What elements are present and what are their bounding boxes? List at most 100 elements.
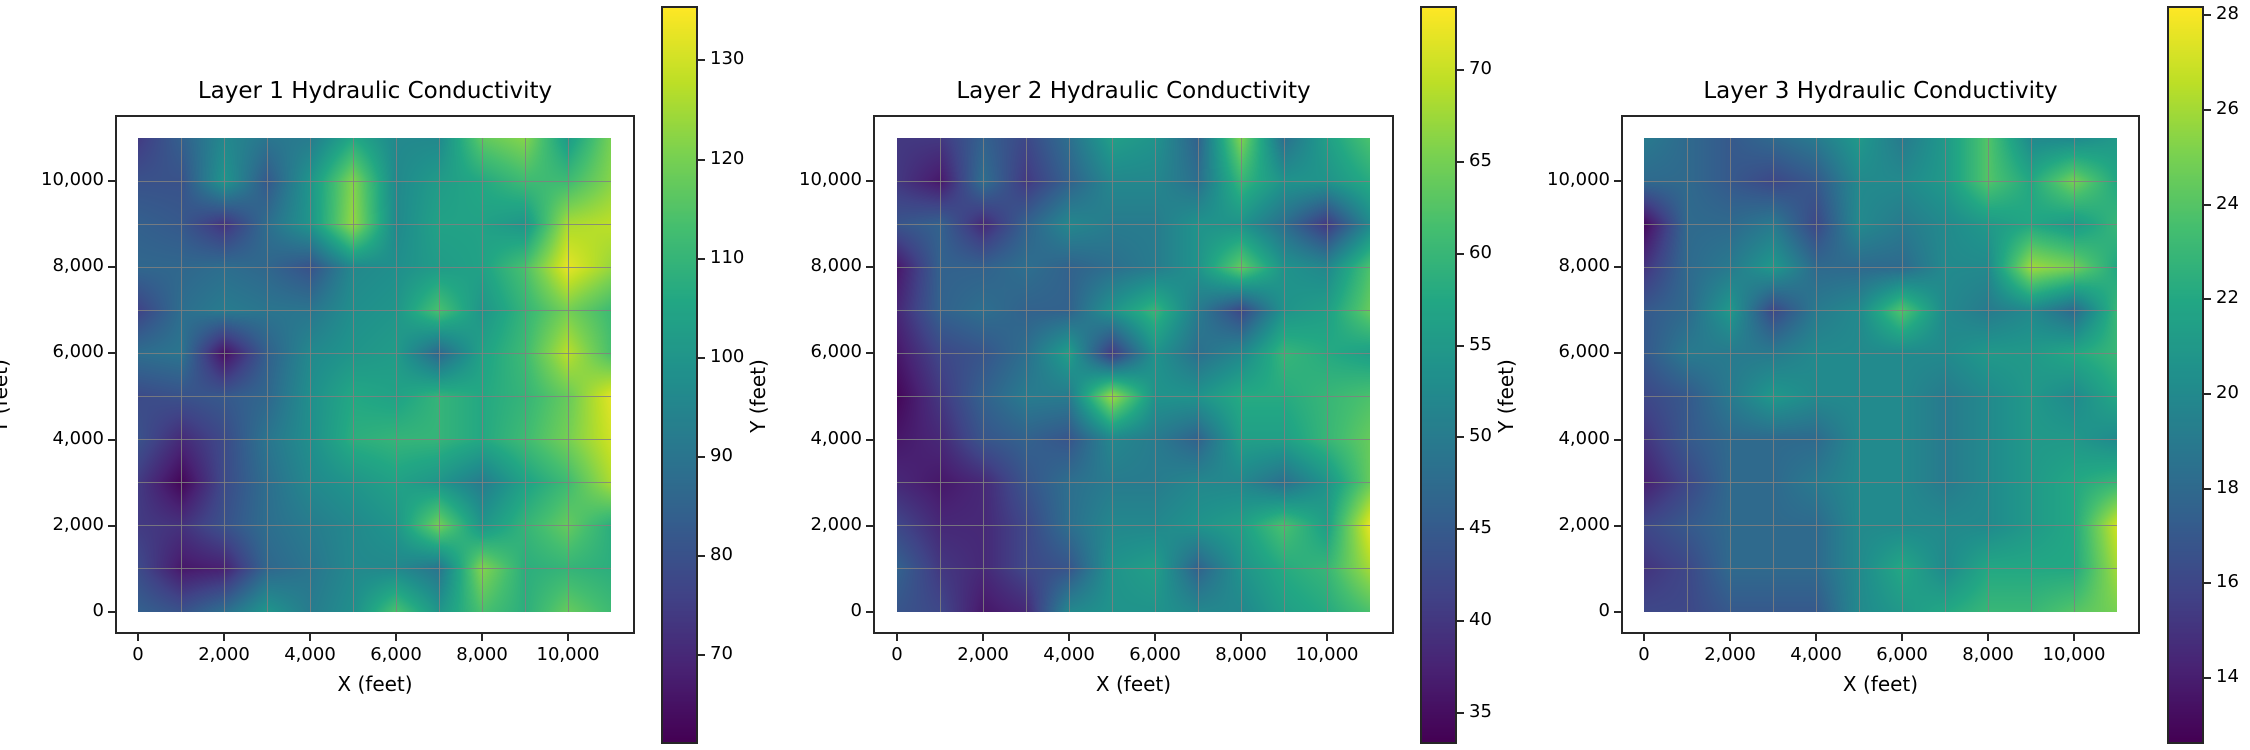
x-tick <box>982 634 984 641</box>
colorbar-tick <box>698 158 705 161</box>
gridline-horizontal <box>138 482 611 484</box>
gridline-horizontal <box>1644 223 2117 225</box>
gridline-vertical <box>1111 138 1113 612</box>
y-tick-label: 10,000 <box>41 169 104 191</box>
colorbar-gradient <box>2169 8 2202 742</box>
colorbar-tick <box>1457 528 1464 531</box>
colorbar-tick-label: 24 <box>2216 192 2239 214</box>
colorbar-tick-label: 110 <box>710 246 745 268</box>
chart-title: Layer 1 Hydraulic Conductivity <box>197 78 553 104</box>
x-tick-label: 8,000 <box>456 644 508 665</box>
gridline-vertical <box>567 138 569 612</box>
colorbar-tick-label: 70 <box>1469 58 1492 80</box>
gridline-horizontal <box>1644 266 2117 268</box>
gridline-horizontal <box>897 266 1370 268</box>
gridline-vertical <box>309 138 311 612</box>
y-tick-label: 2,000 <box>810 513 862 535</box>
y-tick <box>108 524 115 527</box>
colorbar-tick-label: 28 <box>2216 3 2239 25</box>
x-tick <box>896 634 898 641</box>
x-tick-label: 0 <box>1638 644 1650 665</box>
gridline-vertical <box>1068 138 1070 612</box>
chart-title: Layer 2 Hydraulic Conductivity <box>956 78 1311 104</box>
gridline-vertical <box>1197 138 1199 612</box>
x-tick-label: 8,000 <box>1962 644 2014 665</box>
gridline-horizontal <box>1644 439 2117 441</box>
x-tick <box>395 634 397 641</box>
colorbar-tick-label: 50 <box>1469 425 1492 447</box>
gridline-vertical <box>1154 138 1156 612</box>
gridline-horizontal <box>897 525 1370 527</box>
colorbar-tick-label: 100 <box>710 345 745 367</box>
x-tick <box>1815 634 1817 641</box>
x-tick <box>1643 634 1645 641</box>
y-tick <box>108 352 115 355</box>
y-tick <box>1614 266 1621 269</box>
colorbar-tick-label: 130 <box>710 48 745 70</box>
gridline-horizontal <box>138 568 611 570</box>
conductivity-heatmap <box>138 138 611 612</box>
x-tick-label: 2,000 <box>1704 644 1756 665</box>
colorbar-tick-label: 60 <box>1469 241 1492 263</box>
y-tick-label: 10,000 <box>1547 169 1610 191</box>
gridline-vertical <box>1815 138 1817 612</box>
colorbar-tick-label: 70 <box>710 642 733 664</box>
gridline-horizontal <box>138 525 611 527</box>
colorbar-tick-label: 20 <box>2216 381 2239 403</box>
x-tick-label: 6,000 <box>370 644 422 665</box>
colorbar-tick <box>698 257 705 260</box>
x-tick <box>481 634 483 641</box>
y-tick <box>108 611 115 613</box>
gridline-horizontal <box>1644 396 2117 398</box>
x-tick-label: 6,000 <box>1876 644 1928 665</box>
gridline-vertical <box>2030 138 2032 612</box>
colorbar-tick <box>2204 14 2211 17</box>
y-tick-label: 0 <box>850 600 862 621</box>
y-tick-label: 0 <box>92 600 104 621</box>
gridline-vertical <box>1944 138 1946 612</box>
y-tick-label: 0 <box>1598 600 1610 621</box>
conductivity-heatmap <box>897 138 1370 612</box>
chart-title: Layer 3 Hydraulic Conductivity <box>1703 78 2058 104</box>
colorbar-tick <box>2204 582 2211 585</box>
gridline-horizontal <box>897 309 1370 311</box>
y-tick <box>866 352 873 355</box>
gridline-vertical <box>352 138 354 612</box>
colorbar-tick <box>698 356 705 359</box>
colorbar-tick-label: 45 <box>1469 517 1492 539</box>
colorbar-tick-label: 65 <box>1469 150 1492 172</box>
y-tick <box>866 438 873 441</box>
y-tick <box>1614 524 1621 527</box>
x-tick <box>1901 634 1903 641</box>
colorbar <box>661 6 698 744</box>
gridline-horizontal <box>1644 525 2117 527</box>
x-tick <box>309 634 311 641</box>
x-axis-label: X (feet) <box>337 672 413 696</box>
gridline-horizontal <box>138 180 611 182</box>
colorbar-tick-label: 40 <box>1469 609 1492 630</box>
gridline-vertical <box>1901 138 1903 612</box>
gridline-horizontal <box>138 223 611 225</box>
gridline-horizontal <box>897 223 1370 225</box>
gridline-vertical <box>1858 138 1860 612</box>
x-tick <box>567 634 569 641</box>
gridline-vertical <box>1025 138 1027 612</box>
gridline-vertical <box>1772 138 1774 612</box>
gridline-vertical <box>438 138 440 612</box>
gridline-vertical <box>481 138 483 612</box>
gridline-horizontal <box>1644 568 2117 570</box>
x-tick-label: 0 <box>891 644 903 665</box>
gridline-horizontal <box>897 180 1370 182</box>
colorbar-tick <box>1457 69 1464 72</box>
gridline-vertical <box>524 138 526 612</box>
x-tick-label: 2,000 <box>957 644 1009 665</box>
gridline-vertical <box>1686 138 1688 612</box>
x-axis-label: X (feet) <box>1095 672 1172 696</box>
colorbar-tick <box>698 59 705 62</box>
colorbar-tick <box>1457 344 1464 347</box>
gridline-horizontal <box>138 439 611 441</box>
x-tick-label: 4,000 <box>1043 644 1095 665</box>
gridline-vertical <box>1729 138 1731 612</box>
gridline-vertical <box>1283 138 1285 612</box>
